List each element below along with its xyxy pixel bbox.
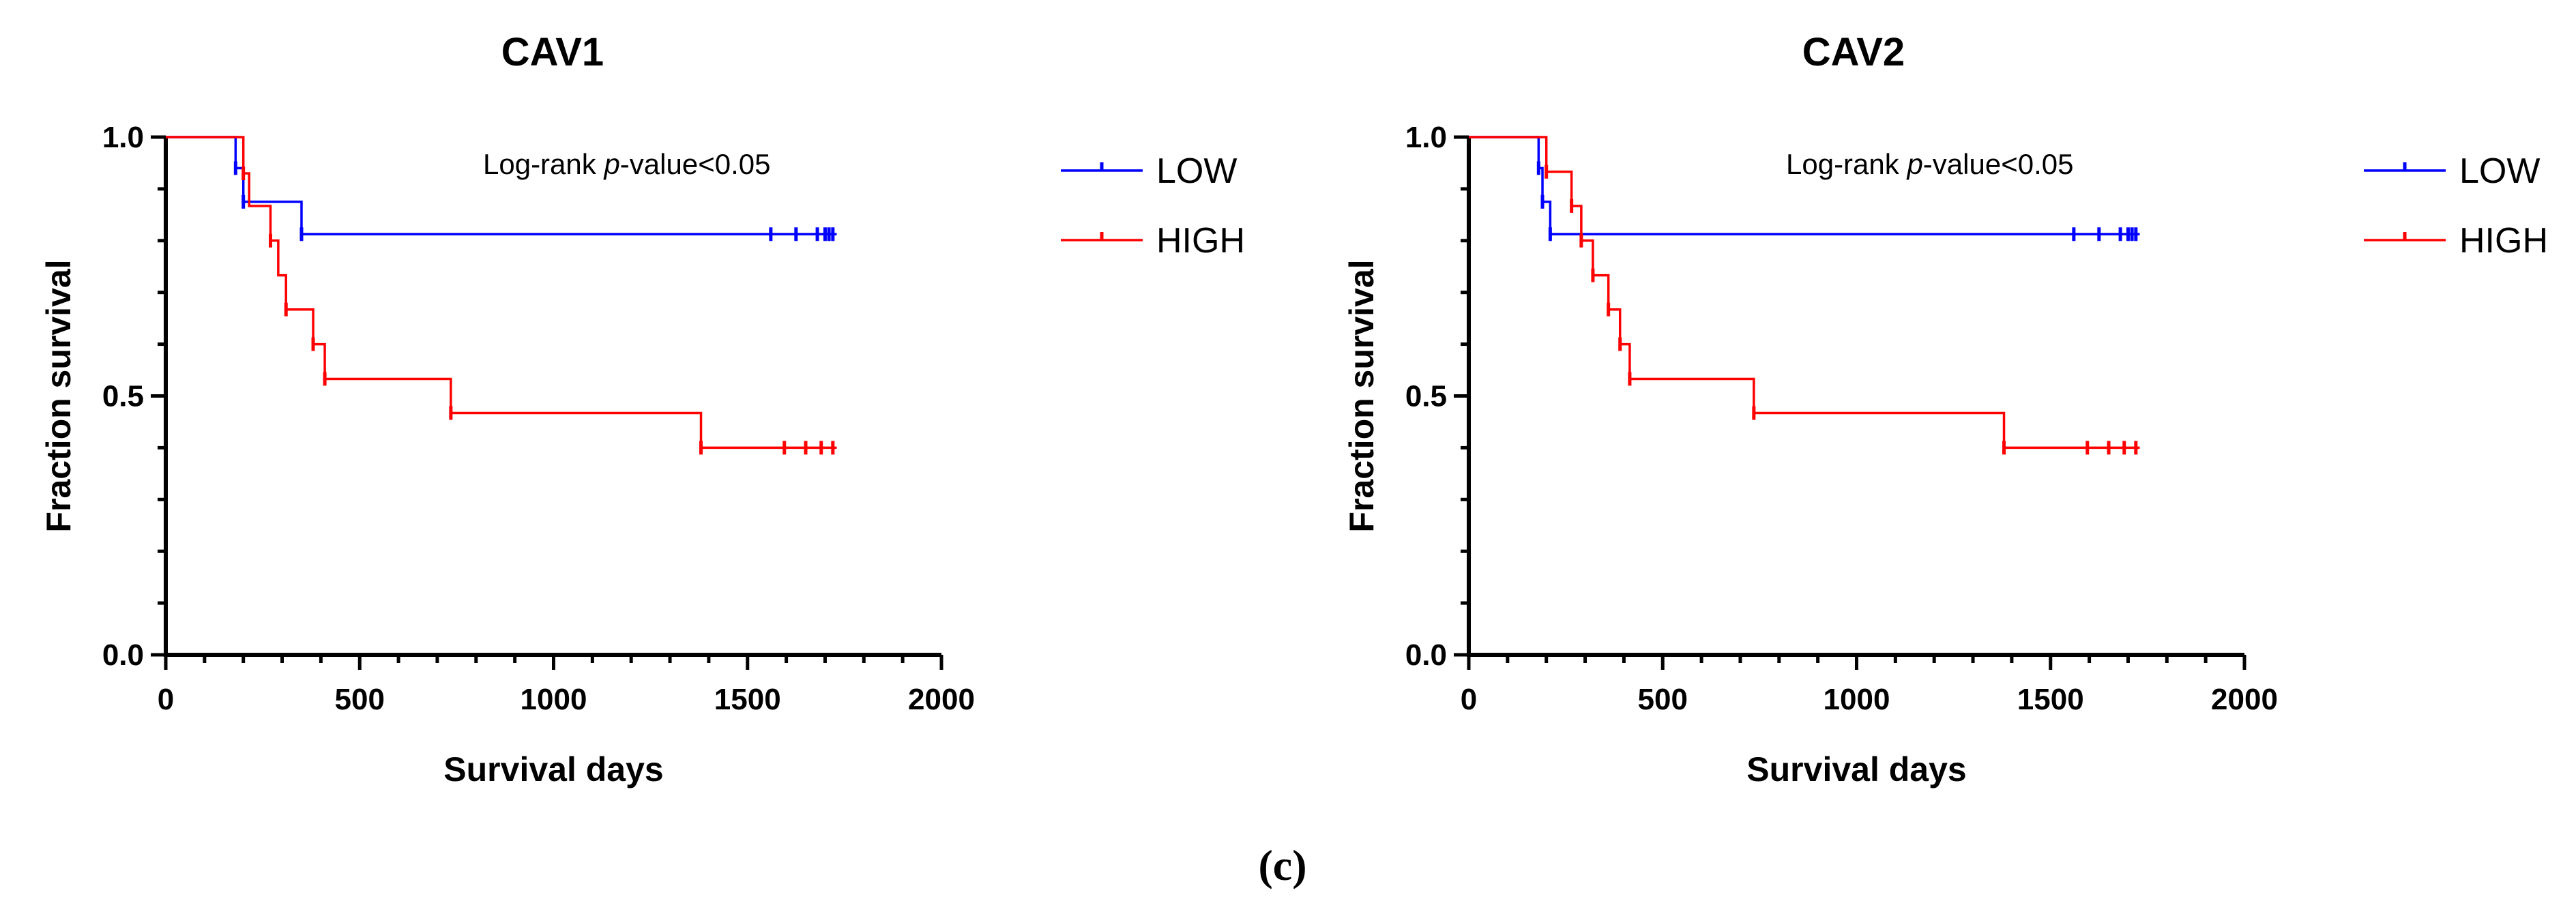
legend-label-low: LOW	[1156, 151, 1237, 191]
y-tick-label: 0.5	[102, 380, 144, 413]
km-panel-cav2: CAV2 0.0 0.5 1.0 0 500 1000 1500 2000 Survival da…	[1343, 30, 2548, 788]
logrank-annotation: Log-rank p-value<0.05	[483, 148, 770, 180]
x-tick-label: 0	[158, 683, 174, 716]
x-tick-label: 1000	[1824, 683, 1890, 716]
x-tick-label: 2000	[2211, 683, 2278, 716]
x-tick-label: 1000	[521, 683, 587, 716]
x-tick-label: 1500	[714, 683, 781, 716]
x-axis-label: Survival days	[443, 750, 663, 788]
x-tick-label: 500	[335, 683, 385, 716]
km-curve-high	[1469, 136, 2140, 449]
legend-label-low: LOW	[2459, 151, 2540, 191]
x-tick-label: 1500	[2017, 683, 2084, 716]
chart-title: CAV1	[501, 30, 604, 74]
km-curve-high	[166, 136, 837, 449]
y-tick-label: 1.0	[102, 121, 144, 154]
legend-label-high: HIGH	[1156, 221, 1245, 261]
x-tick-label: 0	[1461, 683, 1477, 716]
x-axis-label: Survival days	[1746, 750, 1966, 788]
x-tick-label: 500	[1638, 683, 1688, 716]
x-tick-label: 2000	[908, 683, 975, 716]
y-axis-label: Fraction survival	[40, 259, 78, 532]
y-tick-label: 1.0	[1405, 121, 1447, 154]
chart-title: CAV2	[1802, 30, 1905, 74]
y-tick-label: 0.0	[1405, 638, 1447, 672]
logrank-annotation: Log-rank p-value<0.05	[1786, 148, 2073, 180]
y-tick-label: 0.5	[1405, 380, 1447, 413]
legend-label-high: HIGH	[2459, 221, 2548, 261]
km-panel-cav1: CAV1 0.0 0.5 1.0 0 500 1000 1500 2000 Survival da…	[40, 30, 1245, 788]
y-tick-label: 0.0	[102, 638, 144, 672]
y-axis-label: Fraction survival	[1343, 259, 1381, 532]
figure-caption: (c)	[1258, 841, 1306, 889]
